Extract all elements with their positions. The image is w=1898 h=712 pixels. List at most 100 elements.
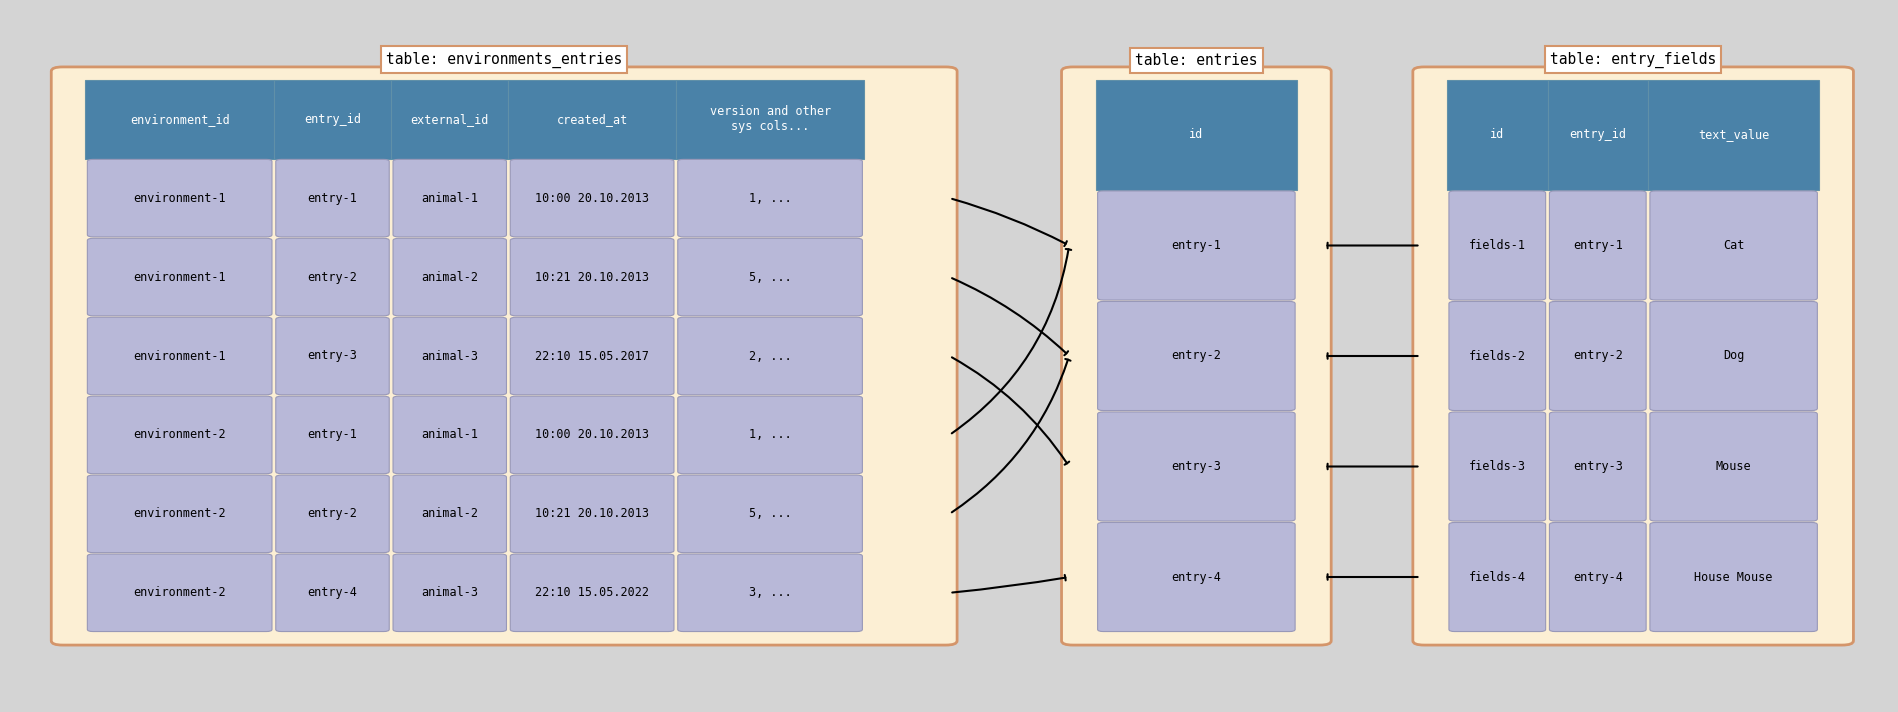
Text: Cat: Cat	[1721, 239, 1744, 252]
Text: environment-1: environment-1	[133, 271, 226, 283]
FancyBboxPatch shape	[1097, 301, 1294, 411]
FancyBboxPatch shape	[1097, 523, 1294, 632]
Text: 1, ...: 1, ...	[748, 429, 791, 441]
Text: entry-1: entry-1	[307, 192, 357, 204]
FancyBboxPatch shape	[678, 159, 862, 237]
Text: environment-1: environment-1	[133, 192, 226, 204]
FancyBboxPatch shape	[1412, 67, 1852, 645]
Text: animal-2: animal-2	[421, 508, 478, 520]
FancyBboxPatch shape	[393, 239, 507, 316]
Text: 2, ...: 2, ...	[748, 350, 791, 362]
FancyBboxPatch shape	[1095, 80, 1296, 190]
Text: entry-4: entry-4	[1572, 570, 1623, 584]
FancyBboxPatch shape	[1448, 412, 1545, 521]
FancyBboxPatch shape	[1647, 80, 1818, 190]
Text: environment-2: environment-2	[133, 429, 226, 441]
Text: entry-2: entry-2	[1171, 350, 1220, 362]
FancyBboxPatch shape	[87, 475, 271, 553]
Text: entry-1: entry-1	[307, 429, 357, 441]
FancyBboxPatch shape	[87, 554, 271, 632]
FancyBboxPatch shape	[393, 159, 507, 237]
Text: entry-3: entry-3	[1572, 460, 1623, 473]
Text: 10:00 20.10.2013: 10:00 20.10.2013	[535, 429, 649, 441]
FancyBboxPatch shape	[1549, 523, 1646, 632]
FancyBboxPatch shape	[393, 318, 507, 394]
FancyBboxPatch shape	[1446, 80, 1547, 190]
FancyBboxPatch shape	[511, 239, 674, 316]
Text: version and other
sys cols...: version and other sys cols...	[710, 105, 829, 133]
Text: entry-3: entry-3	[1171, 460, 1220, 473]
Text: 3, ...: 3, ...	[748, 586, 791, 600]
FancyBboxPatch shape	[1448, 301, 1545, 411]
Text: created_at: created_at	[556, 112, 628, 126]
FancyBboxPatch shape	[87, 159, 271, 237]
Text: 10:00 20.10.2013: 10:00 20.10.2013	[535, 192, 649, 204]
FancyBboxPatch shape	[273, 80, 391, 159]
Text: table: entry_fields: table: entry_fields	[1549, 51, 1716, 68]
Text: entry_id: entry_id	[304, 112, 361, 126]
FancyBboxPatch shape	[1061, 67, 1330, 645]
FancyBboxPatch shape	[1097, 412, 1294, 521]
FancyBboxPatch shape	[275, 159, 389, 237]
FancyBboxPatch shape	[393, 554, 507, 632]
FancyBboxPatch shape	[87, 396, 271, 473]
Text: environment_id: environment_id	[129, 112, 230, 126]
Text: fields-3: fields-3	[1467, 460, 1524, 473]
Text: environment-1: environment-1	[133, 350, 226, 362]
Text: 22:10 15.05.2022: 22:10 15.05.2022	[535, 586, 649, 600]
FancyBboxPatch shape	[511, 396, 674, 473]
FancyBboxPatch shape	[1649, 412, 1816, 521]
FancyBboxPatch shape	[1649, 523, 1816, 632]
Text: 10:21 20.10.2013: 10:21 20.10.2013	[535, 508, 649, 520]
Text: animal-3: animal-3	[421, 350, 478, 362]
FancyBboxPatch shape	[87, 318, 271, 394]
Text: entry_id: entry_id	[1568, 128, 1625, 142]
Text: table: environments_entries: table: environments_entries	[385, 51, 623, 68]
Text: environment-2: environment-2	[133, 586, 226, 600]
Text: entry-1: entry-1	[1572, 239, 1623, 252]
FancyBboxPatch shape	[678, 396, 862, 473]
FancyBboxPatch shape	[511, 318, 674, 394]
FancyBboxPatch shape	[275, 396, 389, 473]
FancyBboxPatch shape	[1097, 191, 1294, 300]
FancyBboxPatch shape	[393, 396, 507, 473]
Text: animal-3: animal-3	[421, 586, 478, 600]
FancyBboxPatch shape	[1649, 301, 1816, 411]
Text: entry-2: entry-2	[307, 508, 357, 520]
FancyBboxPatch shape	[1448, 523, 1545, 632]
Text: entry-2: entry-2	[1572, 350, 1623, 362]
Text: environment-2: environment-2	[133, 508, 226, 520]
FancyBboxPatch shape	[511, 554, 674, 632]
FancyBboxPatch shape	[676, 80, 864, 159]
Text: animal-1: animal-1	[421, 192, 478, 204]
Text: animal-1: animal-1	[421, 429, 478, 441]
Text: entry-4: entry-4	[307, 586, 357, 600]
FancyBboxPatch shape	[1549, 412, 1646, 521]
FancyBboxPatch shape	[511, 159, 674, 237]
FancyBboxPatch shape	[275, 239, 389, 316]
FancyBboxPatch shape	[391, 80, 509, 159]
Text: 5, ...: 5, ...	[748, 271, 791, 283]
FancyBboxPatch shape	[275, 475, 389, 553]
FancyBboxPatch shape	[511, 475, 674, 553]
Text: 1, ...: 1, ...	[748, 192, 791, 204]
FancyBboxPatch shape	[51, 67, 957, 645]
FancyBboxPatch shape	[678, 318, 862, 394]
Text: Dog: Dog	[1721, 350, 1744, 362]
FancyBboxPatch shape	[678, 475, 862, 553]
FancyBboxPatch shape	[275, 554, 389, 632]
Text: entry-3: entry-3	[307, 350, 357, 362]
FancyBboxPatch shape	[87, 239, 271, 316]
FancyBboxPatch shape	[509, 80, 676, 159]
FancyBboxPatch shape	[678, 239, 862, 316]
FancyBboxPatch shape	[1547, 80, 1647, 190]
FancyBboxPatch shape	[678, 554, 862, 632]
Text: text_value: text_value	[1697, 128, 1769, 142]
Text: entry-2: entry-2	[307, 271, 357, 283]
FancyBboxPatch shape	[1549, 191, 1646, 300]
Text: 5, ...: 5, ...	[748, 508, 791, 520]
Text: House Mouse: House Mouse	[1693, 570, 1773, 584]
Text: id: id	[1188, 128, 1203, 142]
FancyBboxPatch shape	[393, 475, 507, 553]
Text: animal-2: animal-2	[421, 271, 478, 283]
